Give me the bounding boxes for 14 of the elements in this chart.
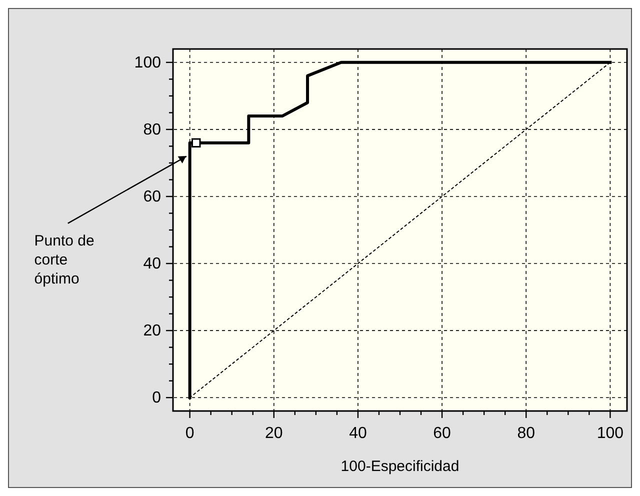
- y-tick-label: 60: [143, 188, 162, 206]
- x-tick-label: 0: [185, 425, 194, 442]
- y-tick-label: 80: [143, 121, 162, 138]
- x-axis-title: 100-Especificidad: [340, 458, 460, 475]
- x-tick-label: 20: [264, 425, 283, 442]
- annotation: Punto de corte óptimo: [34, 232, 94, 288]
- y-tick-label: 20: [143, 322, 162, 340]
- x-tick-label: 100: [596, 425, 624, 442]
- x-tick-label: 40: [349, 425, 367, 442]
- y-tick-label: 100: [134, 54, 162, 72]
- x-tick-label: 60: [433, 425, 452, 442]
- y-tick-label: 40: [143, 256, 162, 273]
- x-tick-label: 80: [517, 425, 536, 442]
- y-tick-label: 0: [152, 390, 162, 407]
